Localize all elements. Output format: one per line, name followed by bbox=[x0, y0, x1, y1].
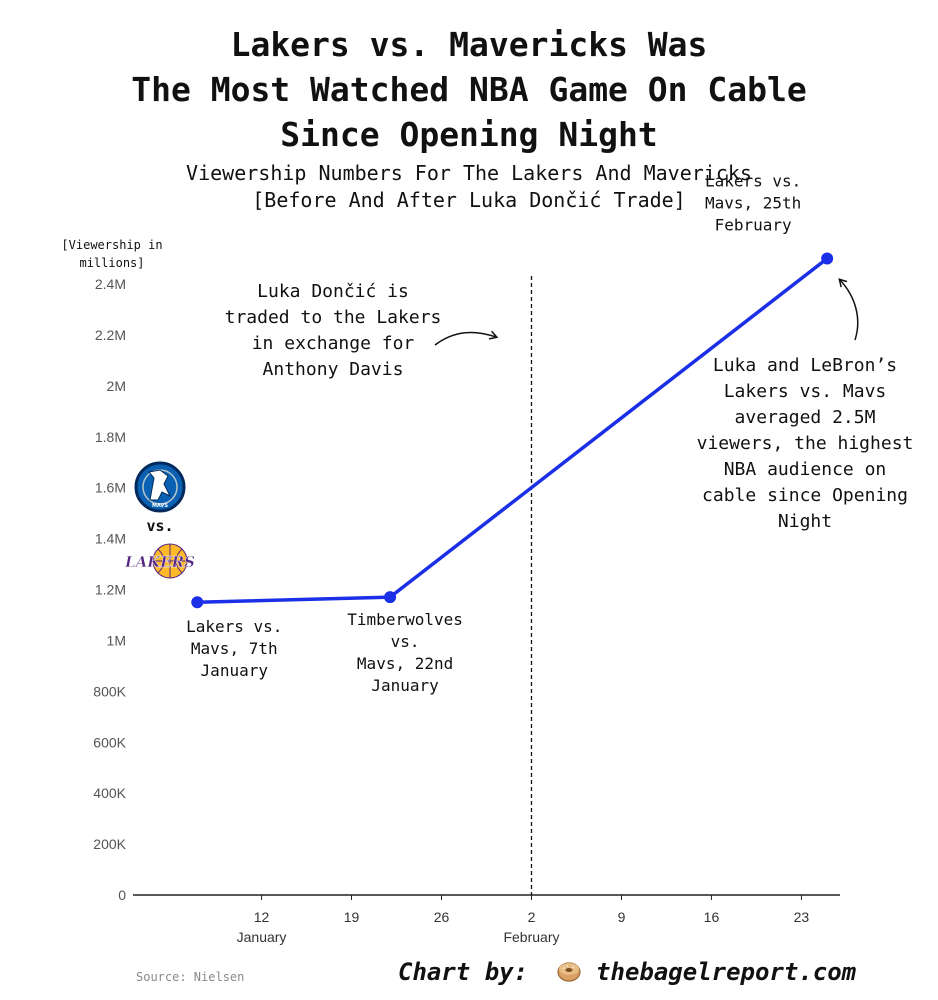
mavericks-logo: MAVS bbox=[134, 461, 186, 513]
y-axis-label: [Viewership in millions] bbox=[61, 238, 162, 270]
peak-annotation-line-6: cable since Opening bbox=[702, 485, 908, 506]
y-tick-label: 1M bbox=[107, 632, 126, 648]
x-tick-label: 19 bbox=[344, 909, 360, 925]
data-point bbox=[821, 252, 834, 265]
data-point-label: Mavs, 25th bbox=[705, 194, 801, 213]
data-points bbox=[191, 252, 834, 609]
trade-annotation-line-3: in exchange for bbox=[252, 333, 415, 354]
y-axis-label-line-2: millions] bbox=[79, 256, 144, 270]
site-link[interactable]: thebagelreport.com bbox=[596, 958, 857, 986]
y-tick-label: 0 bbox=[118, 887, 126, 903]
y-tick-label: 1.8M bbox=[95, 429, 126, 445]
trade-annotation: Luka Dončić is traded to the Lakers in e… bbox=[225, 281, 499, 380]
data-point-label: January bbox=[371, 676, 439, 695]
y-tick-label: 1.2M bbox=[95, 582, 126, 598]
lakers-logo: LAKERS bbox=[124, 543, 195, 579]
trade-annotation-line-2: traded to the Lakers bbox=[225, 307, 442, 328]
trade-annotation-line-4: Anthony Davis bbox=[263, 359, 404, 380]
y-tick-label: 800K bbox=[93, 683, 126, 699]
data-point-label: February bbox=[715, 216, 792, 235]
x-axis-ticks: 12 January 19 26 2 February 9 16 23 bbox=[237, 895, 810, 945]
x-tick-label: 12 bbox=[254, 909, 270, 925]
trade-annotation-line-1: Luka Dončić is bbox=[257, 281, 409, 302]
x-tick-label: 9 bbox=[618, 909, 626, 925]
peak-annotation: Luka and LeBron’s Lakers vs. Mavs averag… bbox=[697, 278, 914, 532]
x-tick-month-label: January bbox=[237, 929, 287, 945]
data-point-label: January bbox=[201, 661, 269, 680]
y-tick-label: 2.4M bbox=[95, 276, 126, 292]
y-tick-label: 400K bbox=[93, 785, 126, 801]
title-line-3: Since Opening Night bbox=[280, 115, 658, 154]
data-point-label: Mavs, 7th bbox=[191, 639, 278, 658]
chart-by-label: Chart by: bbox=[398, 958, 529, 986]
x-tick-label: 26 bbox=[434, 909, 450, 925]
peak-annotation-arrow bbox=[838, 278, 859, 341]
chart-subtitle: Viewership Numbers For The Lakers And Ma… bbox=[0, 160, 938, 214]
lakers-logo-text: LAKERS bbox=[124, 553, 195, 571]
y-tick-label: 1.4M bbox=[95, 531, 126, 547]
subtitle-line-1: Viewership Numbers For The Lakers And Ma… bbox=[186, 161, 752, 185]
data-point-labels: Lakers vs. Mavs, 7th January Timberwolves vs… bbox=[186, 172, 801, 696]
data-point-label: vs. bbox=[391, 632, 420, 651]
x-tick-label: 2 bbox=[528, 909, 536, 925]
title-line-1: Lakers vs. Mavericks Was bbox=[230, 25, 708, 64]
y-tick-label: 2.2M bbox=[95, 327, 126, 343]
data-point-label: Mavs, 22nd bbox=[357, 654, 453, 673]
team-logos: MAVS vs. LAKERS bbox=[124, 461, 195, 579]
peak-annotation-line-1: Luka and LeBron’s bbox=[713, 355, 897, 376]
peak-annotation-line-3: averaged 2.5M bbox=[735, 407, 876, 428]
bagel-icon bbox=[556, 958, 582, 990]
x-tick-label: 16 bbox=[704, 909, 720, 925]
peak-annotation-line-2: Lakers vs. Mavs bbox=[724, 381, 887, 402]
peak-annotation-line-4: viewers, the highest bbox=[697, 433, 914, 454]
chart-title: Lakers vs. Mavericks Was The Most Watche… bbox=[0, 22, 938, 157]
y-tick-label: 200K bbox=[93, 836, 126, 852]
x-tick-month-label: February bbox=[503, 929, 559, 945]
y-axis-label-line-1: [Viewership in bbox=[61, 238, 162, 252]
logos-vs-text: vs. bbox=[146, 517, 173, 535]
peak-annotation-line-7: Night bbox=[778, 511, 832, 532]
y-axis-ticks: 0 200K 400K 600K 800K 1M 1.2M 1.4M 1.6M 1.8M 2M 2.2… bbox=[93, 276, 126, 903]
data-point-label: Timberwolves bbox=[347, 610, 463, 629]
source-note: Source: Nielsen bbox=[136, 970, 245, 984]
y-tick-label: 1.6M bbox=[95, 480, 126, 496]
trade-annotation-arrow bbox=[434, 330, 499, 346]
data-point-label: Lakers vs. bbox=[705, 172, 801, 191]
subtitle-line-2: [Before And After Luka Dončić Trade] bbox=[252, 188, 686, 212]
y-tick-label: 600K bbox=[93, 734, 126, 750]
title-line-2: The Most Watched NBA Game On Cable bbox=[131, 70, 807, 109]
y-tick-label: 2M bbox=[107, 378, 126, 394]
chart-credit: Chart by: thebagelreport.com bbox=[398, 958, 856, 990]
data-point-label: Lakers vs. bbox=[186, 617, 282, 636]
data-point bbox=[191, 596, 204, 609]
mavericks-logo-text: MAVS bbox=[152, 503, 168, 509]
peak-annotation-line-5: NBA audience on bbox=[724, 459, 887, 480]
x-tick-label: 23 bbox=[794, 909, 810, 925]
data-point bbox=[384, 591, 397, 604]
